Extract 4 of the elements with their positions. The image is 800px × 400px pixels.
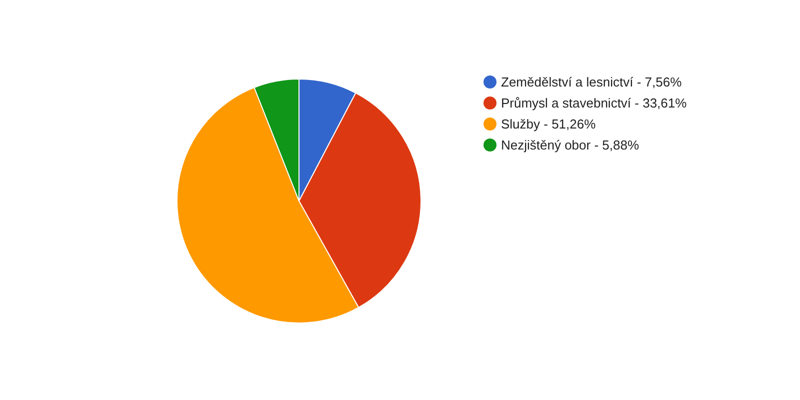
legend-label: Služby - 51,26%: [501, 116, 596, 132]
legend-label: Průmysl a stavebnictví - 33,61%: [501, 96, 688, 110]
legend-label: Nezjištěný obor - 5,88%: [501, 138, 640, 152]
legend-label: Zemědělství a lesnictví - 7,56%: [501, 74, 682, 90]
